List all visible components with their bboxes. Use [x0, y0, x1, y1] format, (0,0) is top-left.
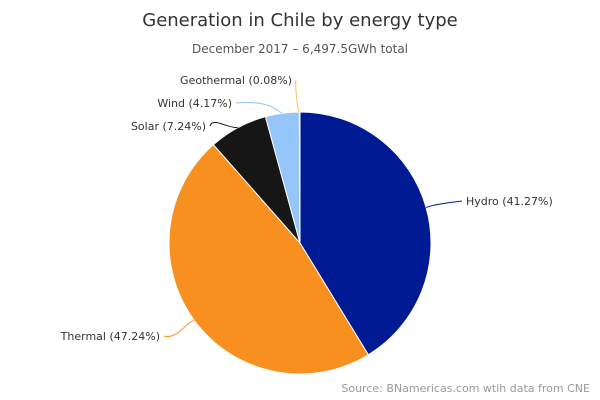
chart-credit[interactable]: Source: BNamericas.com wtih data from CN…: [341, 382, 590, 395]
connector-geothermal: [295, 79, 301, 113]
slice-label-solar: Solar (7.24%): [131, 120, 206, 133]
connector-solar: [209, 121, 238, 129]
slice-label-thermal: Thermal (47.24%): [60, 330, 160, 343]
chart-title: Generation in Chile by energy type: [142, 10, 458, 31]
pie-slices: [168, 111, 432, 375]
pie-slice-thermal[interactable]: [168, 144, 369, 375]
connector-thermal: [163, 320, 195, 337]
slice-labels: Hydro (41.27%) Thermal (47.24%) Solar (7.2…: [60, 74, 553, 343]
pie-slice-geothermal[interactable]: [298, 111, 301, 244]
slice-label-geothermal: Geothermal (0.08%): [180, 74, 292, 87]
connector-hydro: [425, 200, 463, 209]
connector-wind: [235, 102, 283, 114]
slice-label-wind: Wind (4.17%): [157, 97, 232, 110]
chart-subtitle: December 2017 – 6,497.5GWh total: [192, 42, 408, 56]
slice-label-hydro: Hydro (41.27%): [466, 195, 553, 208]
